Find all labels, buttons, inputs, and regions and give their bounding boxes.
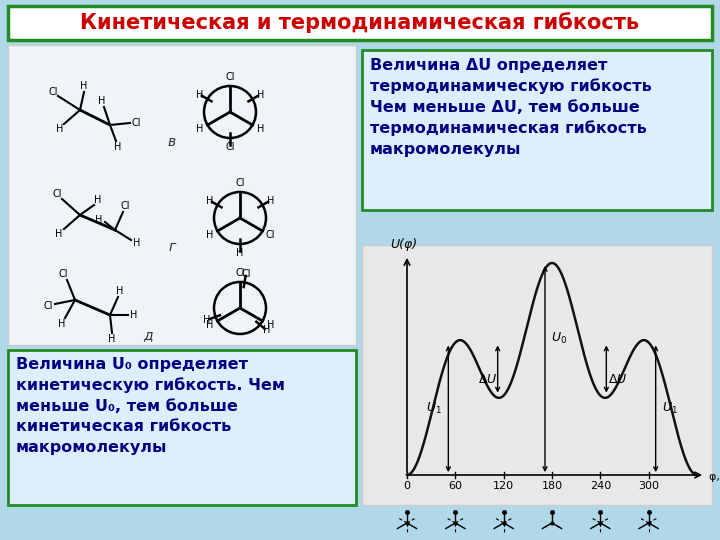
Text: 0: 0: [403, 481, 410, 491]
Text: Cl: Cl: [48, 87, 58, 97]
FancyBboxPatch shape: [8, 6, 712, 40]
Text: H: H: [204, 315, 211, 325]
Text: $U_1$: $U_1$: [426, 401, 442, 416]
Text: H: H: [94, 195, 102, 205]
Text: Величина U₀ определяет
кинетическую гибкость. Чем
меньше U₀, тем больше
кинетиче: Величина U₀ определяет кинетическую гибк…: [16, 357, 285, 455]
Text: φ, град.: φ, град.: [709, 472, 720, 482]
Text: г: г: [168, 240, 176, 254]
Text: H: H: [206, 321, 213, 330]
Text: Cl: Cl: [120, 201, 130, 211]
Text: Cl: Cl: [53, 189, 62, 199]
Text: H: H: [99, 96, 106, 106]
Text: H: H: [117, 286, 124, 296]
Text: H: H: [55, 229, 63, 239]
Text: Кинетическая и термодинамическая гибкость: Кинетическая и термодинамическая гибкост…: [81, 12, 639, 33]
FancyBboxPatch shape: [362, 245, 712, 505]
Text: Cl: Cl: [225, 142, 235, 152]
Text: в: в: [168, 135, 176, 149]
FancyBboxPatch shape: [8, 45, 356, 345]
Text: U(φ): U(φ): [390, 238, 418, 251]
Text: Величина ΔU определяет
термодинамическую гибкость
Чем меньше ΔU, тем больше
терм: Величина ΔU определяет термодинамическую…: [370, 58, 652, 157]
Text: 120: 120: [493, 481, 514, 491]
Text: H: H: [196, 125, 203, 134]
Text: H: H: [256, 125, 264, 134]
Text: Cl: Cl: [58, 269, 68, 279]
Text: д: д: [143, 328, 153, 342]
Text: Cl: Cl: [241, 268, 251, 279]
Text: H: H: [81, 81, 88, 91]
Text: Cl: Cl: [43, 301, 53, 311]
Text: $\Delta U$: $\Delta U$: [608, 373, 628, 386]
Text: $U_0$: $U_0$: [551, 331, 567, 346]
Text: 60: 60: [449, 481, 462, 491]
Text: $\Delta U$: $\Delta U$: [478, 373, 498, 386]
Text: H: H: [206, 231, 213, 240]
Text: H: H: [108, 334, 116, 344]
Text: H: H: [58, 319, 66, 329]
Text: Cl: Cl: [225, 72, 235, 82]
FancyBboxPatch shape: [8, 350, 356, 505]
Text: H: H: [256, 90, 264, 99]
Text: Cl: Cl: [266, 231, 275, 240]
Text: H: H: [266, 321, 274, 330]
Text: H: H: [95, 215, 103, 225]
Text: 240: 240: [590, 481, 611, 491]
Text: Cl: Cl: [131, 118, 140, 128]
Text: Cl: Cl: [235, 268, 245, 278]
Text: H: H: [114, 142, 122, 152]
Text: 180: 180: [541, 481, 562, 491]
Text: Cl: Cl: [235, 178, 245, 188]
Text: H: H: [130, 310, 138, 320]
Text: H: H: [56, 124, 63, 134]
Text: H: H: [133, 238, 140, 248]
Text: H: H: [206, 195, 213, 206]
Text: 300: 300: [638, 481, 660, 491]
Text: H: H: [263, 326, 271, 335]
Text: H: H: [236, 248, 243, 258]
FancyBboxPatch shape: [362, 50, 712, 210]
Text: H: H: [266, 195, 274, 206]
Text: H: H: [196, 90, 203, 99]
Text: $U_1$: $U_1$: [662, 401, 678, 416]
